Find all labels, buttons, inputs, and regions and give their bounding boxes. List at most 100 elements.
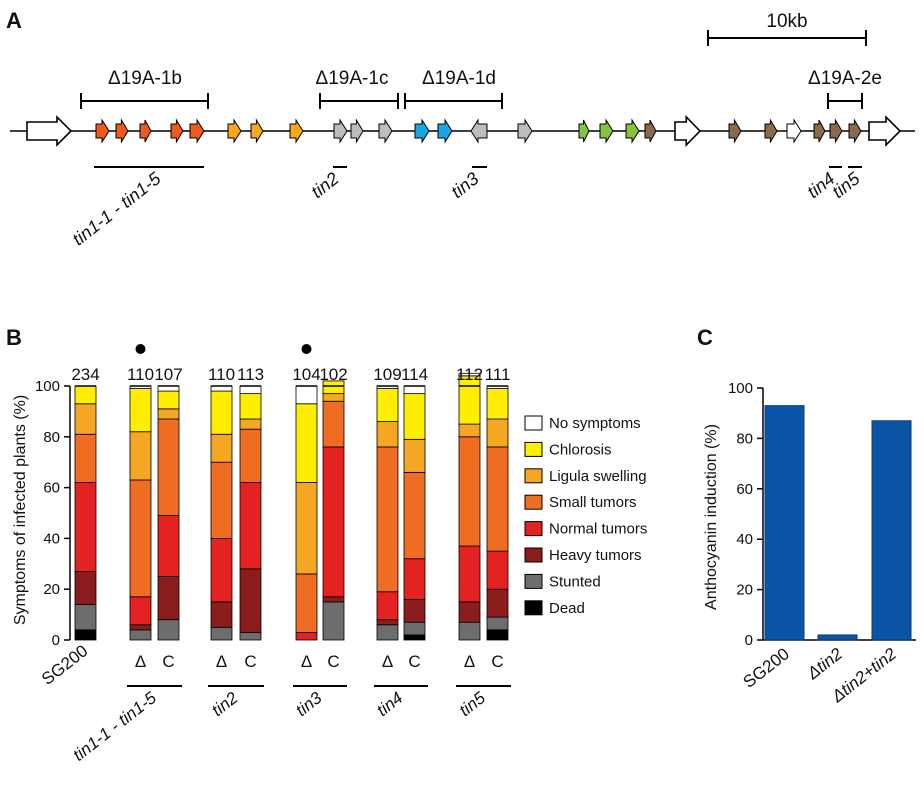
bar-segment <box>74 385 97 405</box>
gene-arrow <box>26 115 73 147</box>
gene-arrow <box>437 118 453 144</box>
mutant-label-tin2: tin2 <box>307 168 342 202</box>
legend-swatch <box>524 494 543 510</box>
gene-arrow <box>289 118 304 144</box>
bar-segment <box>239 385 262 395</box>
n-count-label: 102 <box>319 365 347 384</box>
gene-arrow <box>95 118 110 144</box>
legend-label: Heavy tumors <box>549 547 642 564</box>
bar-segment <box>239 482 262 570</box>
y-tick-label: 60 <box>43 480 60 497</box>
scale-bar: 10kb <box>707 11 867 46</box>
legend-swatch <box>524 415 543 431</box>
bars-c <box>764 405 912 641</box>
bar-segment <box>129 388 152 433</box>
n-count-label: 111 <box>485 365 511 384</box>
bar-segment <box>376 421 399 448</box>
bar-label: Δ <box>464 652 475 671</box>
bar-label: C <box>327 652 339 671</box>
bar-segment <box>486 616 509 631</box>
gene-cluster-map: 10kb Δ19A-1b Δ19A-1c Δ19A-1d Δ19A-2e <box>10 11 915 249</box>
gene-arrow <box>764 118 778 144</box>
legend-swatch <box>524 600 543 616</box>
y-axis-label-b: Symptoms of infected plants (%) <box>12 395 29 625</box>
bar-label: C <box>244 652 256 671</box>
bar-segment <box>239 418 262 430</box>
mutant-label-tin3: tin3 <box>447 168 482 202</box>
bar-segment <box>74 482 97 572</box>
gene-arrow <box>813 119 826 143</box>
group-label: tin5 <box>456 688 490 720</box>
group-label: tin2 <box>208 688 242 720</box>
bar-segment <box>239 568 262 633</box>
n-count-label: 109 <box>373 365 401 384</box>
y-tick-label: 40 <box>43 530 60 547</box>
scale-bar-label: 10kb <box>766 11 807 32</box>
bar-segment <box>129 629 152 641</box>
deletion-bracket-1c: Δ19A-1c <box>316 68 399 109</box>
bar-segment <box>239 393 262 420</box>
category-label: SG200 <box>740 644 793 692</box>
bar-segment <box>403 558 426 600</box>
bar-segment <box>458 545 481 603</box>
bar-segment <box>458 601 481 623</box>
bar-segment <box>210 626 233 641</box>
bar-segment <box>403 385 426 395</box>
n-count-label: 114 <box>401 365 428 384</box>
n-count-label: 104 <box>292 365 320 384</box>
n-count-label: 107 <box>154 365 182 384</box>
bar-segment <box>376 619 399 626</box>
bar-segment <box>403 471 426 560</box>
bar-segment <box>322 393 345 402</box>
mutant-label-tin1: tin1-1 - tin1-5 <box>69 168 166 250</box>
bar-segment <box>74 403 97 435</box>
bar-segment <box>486 418 509 448</box>
significance-dot <box>301 344 312 354</box>
bar-label: C <box>162 652 174 671</box>
bar-segment <box>458 621 481 641</box>
gene-arrow <box>170 118 184 144</box>
bar-segment <box>157 408 180 420</box>
gene-arrow <box>829 118 843 144</box>
group-label: tin3 <box>292 688 326 720</box>
n-count-label: 112 <box>456 365 483 384</box>
bar-segment <box>74 571 97 605</box>
bar-segment <box>376 624 399 641</box>
bar-label: Δ <box>301 652 312 671</box>
bar-segment <box>486 388 509 420</box>
y-axis-label-c: Anthocyanin induction (%) <box>703 424 720 610</box>
gene-arrow <box>868 115 902 147</box>
bar-label: Δ <box>135 652 146 671</box>
y-tick-label: 0 <box>745 632 753 649</box>
deletion-label-2e: Δ19A-2e <box>808 68 882 89</box>
gene-arrow <box>674 115 702 147</box>
bar-segment <box>210 538 233 603</box>
n-count-label: 110 <box>127 365 154 384</box>
n-count-label: 113 <box>237 365 264 384</box>
gene-arrows <box>26 115 902 147</box>
bar-segment <box>295 482 318 575</box>
bar-segment <box>239 428 262 483</box>
gene-arrow <box>250 118 264 144</box>
gene-arrow <box>189 118 205 144</box>
legend-swatch <box>524 521 543 537</box>
bar-segment <box>486 550 509 590</box>
bar-segment <box>239 631 262 641</box>
bar-segment <box>322 400 345 448</box>
group-label: tin1-1 - tin1-5 <box>69 688 160 765</box>
bar-segment <box>403 634 426 641</box>
bar-segment <box>74 433 97 483</box>
y-tick-label: 80 <box>43 429 60 446</box>
y-tick-label: 80 <box>736 430 753 447</box>
bar-segment <box>295 631 318 641</box>
bar-segment <box>210 433 233 463</box>
bar-segment <box>157 418 180 516</box>
n-count-label: 110 <box>208 365 235 384</box>
bar-segment <box>322 601 345 641</box>
bar-segment <box>295 385 318 405</box>
bar-segment <box>486 446 509 552</box>
symptom-chart: Symptoms of infected plants (%) 0 20 40 60 8… <box>12 344 647 765</box>
